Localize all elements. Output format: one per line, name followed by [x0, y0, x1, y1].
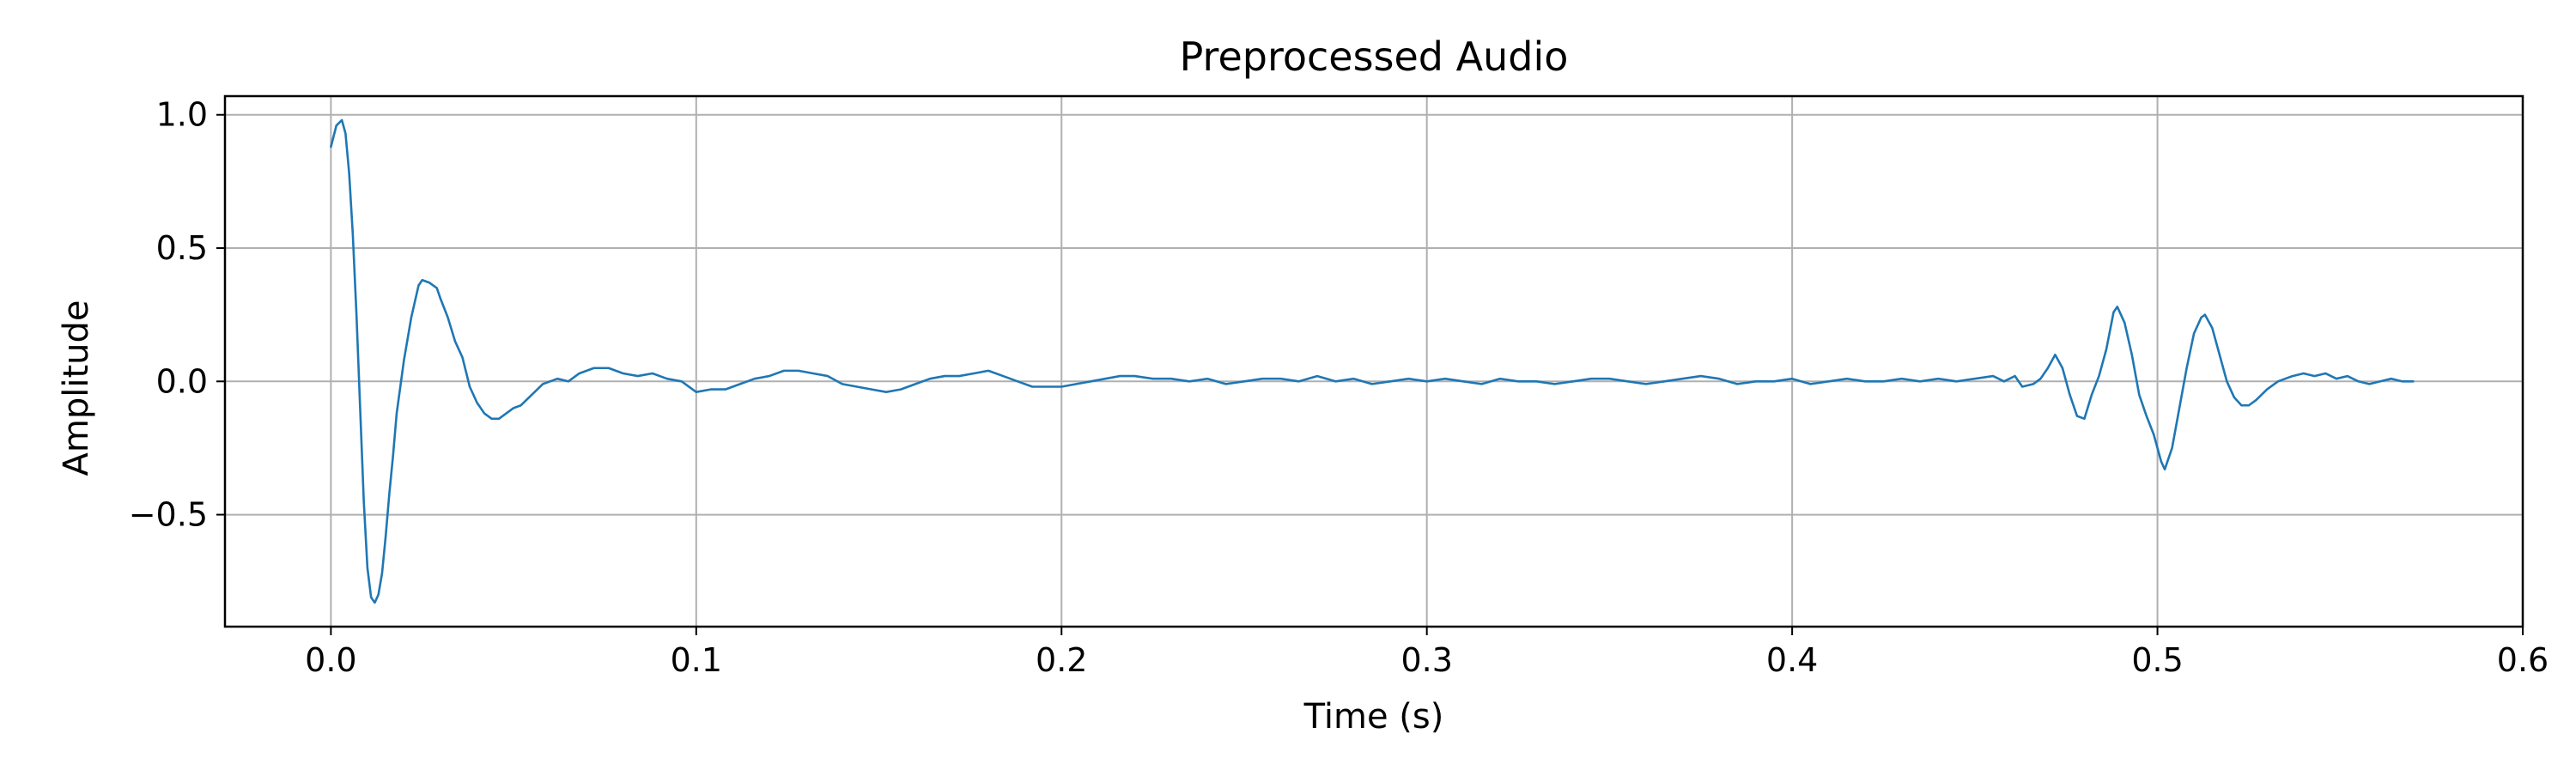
audio-waveform-line [330, 118, 2415, 604]
y-axis: −0.5 0.0 0.5 1.0 [129, 96, 225, 534]
x-tick-label: 0.4 [1766, 641, 1818, 679]
plot-area-frame [223, 94, 2524, 628]
x-tick-label: 0.5 [2131, 641, 2183, 679]
y-axis-label: Amplitude [57, 300, 96, 476]
x-tick-label: 0.1 [671, 641, 722, 679]
x-tick-label: 0.2 [1036, 641, 1087, 679]
x-axis-label: Time (s) [1303, 697, 1444, 737]
chart-title: Preprocessed Audio [1180, 33, 1569, 80]
y-tick-label: 0.5 [156, 229, 208, 267]
y-tick-label: 0.0 [156, 362, 208, 400]
x-axis: 0.0 0.1 0.2 0.3 0.4 0.5 0.6 [305, 627, 2549, 679]
x-tick-label: 0.6 [2497, 641, 2549, 679]
y-tick-label: −0.5 [129, 496, 208, 534]
series-layer [330, 118, 2415, 604]
grid-lines [225, 96, 2524, 627]
x-tick-label: 0.3 [1400, 641, 1452, 679]
y-tick-label: 1.0 [156, 96, 208, 134]
x-tick-label: 0.0 [305, 641, 356, 679]
